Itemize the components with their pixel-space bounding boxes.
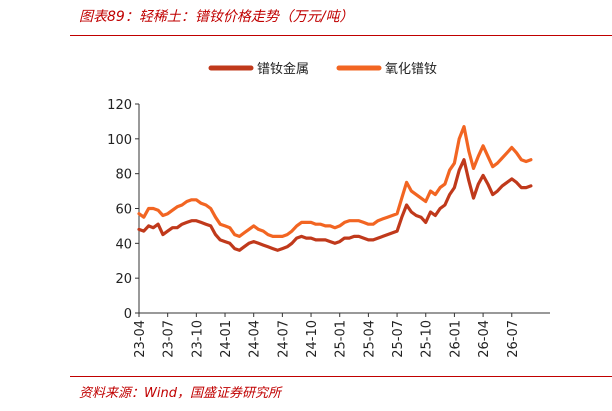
- bottom-rule: [70, 376, 612, 377]
- y-tick-label: 20: [115, 272, 132, 287]
- x-tick-label: 24-07: [276, 320, 291, 358]
- y-tick-label: 60: [115, 203, 132, 218]
- legend: 镨钕金属 氧化镨钕: [208, 61, 437, 77]
- x-tick-label: 25-04: [362, 320, 377, 358]
- legend-label-1: 镨钕金属: [257, 61, 309, 77]
- x-tick-label: 23-10: [190, 320, 205, 358]
- x-tick-label: 24-10: [305, 320, 320, 358]
- top-rule: [70, 35, 612, 36]
- x-tick-label: 26-01: [448, 320, 463, 358]
- series-line-2: [137, 125, 533, 238]
- x-tick-label: 25-07: [391, 320, 406, 358]
- legend-label-2: 氧化镨钕: [385, 61, 437, 77]
- x-tick-label: 26-04: [477, 320, 492, 358]
- y-tick-label: 100: [107, 133, 132, 148]
- y-tick-label: 120: [107, 98, 132, 113]
- y-tick-label: 80: [115, 168, 132, 183]
- x-tick-label: 25-10: [420, 320, 435, 358]
- series-line-1: [137, 158, 533, 252]
- figure-title: 图表89：轻稀土：镨钕价格走势（万元/吨）: [79, 9, 354, 25]
- x-tick-label: 23-04: [133, 320, 148, 358]
- x-tick-label: 23-07: [162, 320, 177, 358]
- x-tick-label: 25-01: [334, 320, 349, 358]
- x-tick-label: 24-04: [248, 320, 263, 358]
- y-tick-label: 0: [124, 307, 132, 322]
- x-tick-label: 24-01: [219, 320, 234, 358]
- x-tick-label: 26-07: [506, 320, 521, 358]
- plot-area: 0 20 40 60 80 100 120 23-04 23-07 23-10 24-01 24-04…: [107, 98, 550, 358]
- source-note: 资料来源：Wind，国盛证券研究所: [79, 386, 281, 401]
- y-tick-label: 40: [115, 237, 132, 252]
